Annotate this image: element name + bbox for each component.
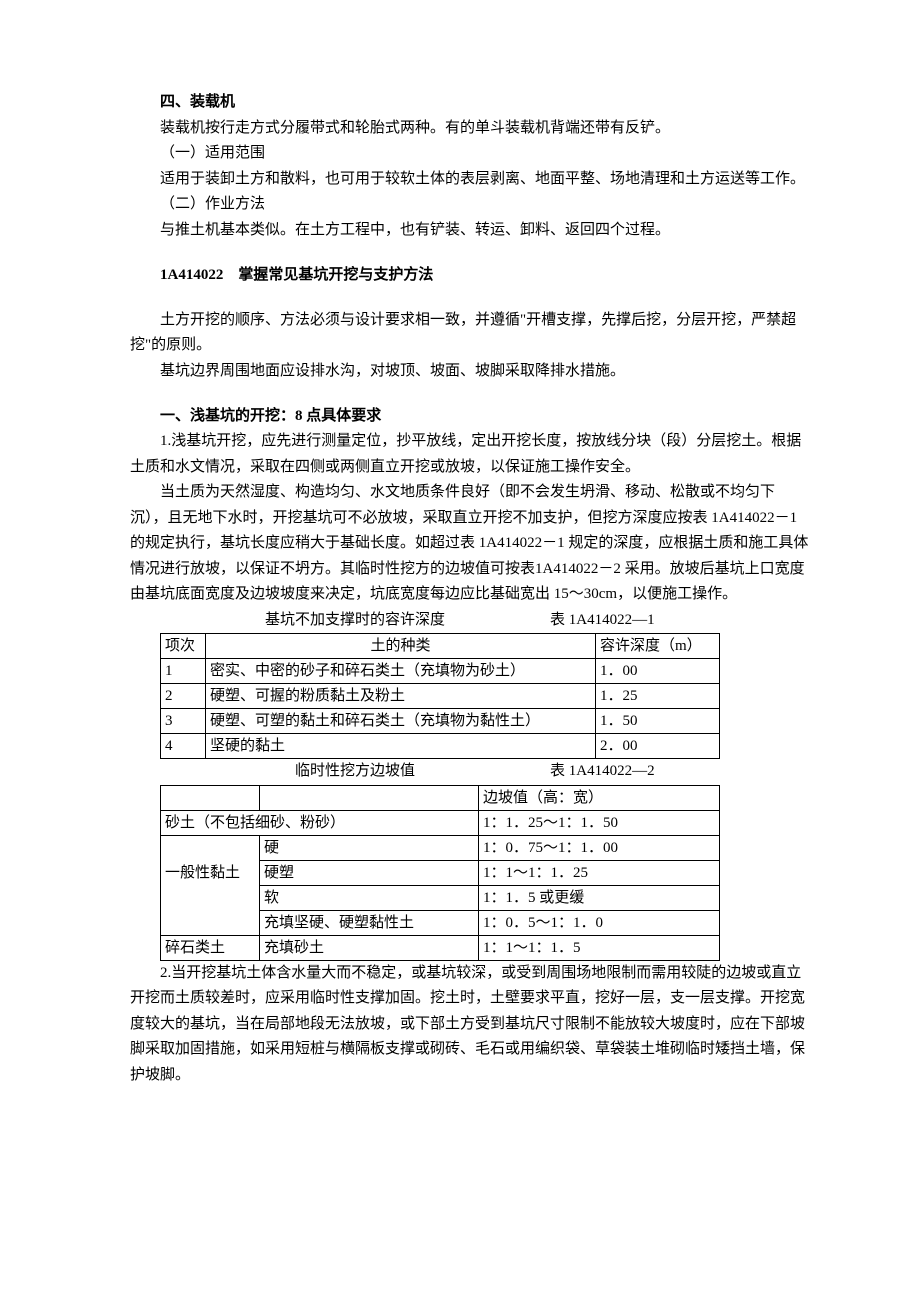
table2-h-blank2 xyxy=(260,785,479,810)
table-row: 4 坚硬的黏土 2．00 xyxy=(161,734,720,759)
table-row: 一般性黏土 硬塑 1：1～1：1．25 xyxy=(161,860,720,885)
sec4-p2: （一）适用范围 xyxy=(130,141,810,167)
table1-h-c2: 土的种类 xyxy=(206,634,596,659)
table-row: 1 密实、中密的砂子和碎石类土（充填物为砂土） 1．00 xyxy=(161,659,720,684)
sec1a-p2: 基坑边界周围地面应设排水沟，对坡顶、坡面、坡脚采取降排水措施。 xyxy=(130,359,810,385)
table1-r2c2: 硬塑、可塑的黏土和碎石类土（充填物为黏性土） xyxy=(206,709,596,734)
table1-r0c1: 1 xyxy=(161,659,206,684)
heading-shallow-pit: 一、浅基坑的开挖：8 点具体要求 xyxy=(130,404,810,430)
table1-r3c2: 坚硬的黏土 xyxy=(206,734,596,759)
table2-r3c2: 软 xyxy=(260,885,479,910)
table2-r0c1: 砂土（不包括细砂、粉砂） xyxy=(161,810,479,835)
table2-r2c3: 1：1～1：1．25 xyxy=(479,860,720,885)
table1-caption-ref: 表 1A414022—1 xyxy=(550,608,720,634)
table2-r2c1: 一般性黏土 xyxy=(161,860,260,885)
table1-r0c2: 密实、中密的砂子和碎石类土（充填物为砂土） xyxy=(206,659,596,684)
heading-1a414022: 1A414022 掌握常见基坑开挖与支护方法 xyxy=(130,263,810,289)
table2-r5c2: 充填砂土 xyxy=(260,935,479,960)
heading-sec4: 四、装载机 xyxy=(130,90,810,116)
shallow-p3: 2.当开挖基坑土体含水量大而不稳定，或基坑较深，或受到周围场地限制而需用较陡的边… xyxy=(130,961,810,1089)
sec4-p4: （二）作业方法 xyxy=(130,192,810,218)
sec4-p3: 适用于装卸土方和散料，也可用于较软土体的表层剥离、地面平整、场地清理和土方运送等… xyxy=(130,167,810,193)
table1-r1c1: 2 xyxy=(161,684,206,709)
table1-r3c1: 4 xyxy=(161,734,206,759)
table2: 边坡值（高：宽） 砂土（不包括细砂、粉砂） 1：1．25～1：1．50 硬 1：… xyxy=(160,785,720,961)
table1-header-row: 项次 土的种类 容许深度（m） xyxy=(161,634,720,659)
table2-caption-title: 临时性挖方边坡值 xyxy=(160,759,550,785)
table-row: 硬 1：0．75～1：1．00 xyxy=(161,835,720,860)
table2-header-row: 边坡值（高：宽） xyxy=(161,785,720,810)
table1-h-c3: 容许深度（m） xyxy=(596,634,720,659)
table1-r1c2: 硬塑、可握的粉质黏土及粉土 xyxy=(206,684,596,709)
table2-r5c3: 1：1～1：1．5 xyxy=(479,935,720,960)
shallow-p2: 当土质为天然湿度、构造均匀、水文地质条件良好（即不会发生坍滑、移动、松散或不均匀… xyxy=(130,480,810,608)
sec4-p1: 装载机按行走方式分履带式和轮胎式两种。有的单斗装载机背端还带有反铲。 xyxy=(130,116,810,142)
table1-r2c1: 3 xyxy=(161,709,206,734)
table1-caption: 基坑不加支撑时的容许深度 表 1A414022—1 xyxy=(160,608,720,634)
table2-r1c2: 硬 xyxy=(260,835,479,860)
table-row: 砂土（不包括细砂、粉砂） 1：1．25～1：1．50 xyxy=(161,810,720,835)
table-row: 2 硬塑、可握的粉质黏土及粉土 1．25 xyxy=(161,684,720,709)
table1-r3c3: 2．00 xyxy=(596,734,720,759)
table2-caption: 临时性挖方边坡值 表 1A414022—2 xyxy=(160,759,720,785)
table1-caption-title: 基坑不加支撑时的容许深度 xyxy=(160,608,550,634)
table-row: 充填坚硬、硬塑黏性土 1：0．5～1：1．0 xyxy=(161,910,720,935)
table-row: 软 1：1．5 或更缓 xyxy=(161,885,720,910)
table2-r1c3: 1：0．75～1：1．00 xyxy=(479,835,720,860)
table1-r2c3: 1．50 xyxy=(596,709,720,734)
table2-r3c1 xyxy=(161,885,260,910)
table1: 项次 土的种类 容许深度（m） 1 密实、中密的砂子和碎石类土（充填物为砂土） … xyxy=(160,633,720,759)
table2-r1c1 xyxy=(161,835,260,860)
table2-r4c2: 充填坚硬、硬塑黏性土 xyxy=(260,910,479,935)
table2-caption-ref: 表 1A414022—2 xyxy=(550,759,720,785)
table1-r0c3: 1．00 xyxy=(596,659,720,684)
sec4-p5: 与推土机基本类似。在土方工程中，也有铲装、转运、卸料、返回四个过程。 xyxy=(130,218,810,244)
table2-r4c1 xyxy=(161,910,260,935)
sec1a-p1: 土方开挖的顺序、方法必须与设计要求相一致，并遵循"开槽支撑，先撑后挖，分层开挖，… xyxy=(130,308,810,359)
table1-h-c1: 项次 xyxy=(161,634,206,659)
table2-h-c3: 边坡值（高：宽） xyxy=(479,785,720,810)
table1-r1c3: 1．25 xyxy=(596,684,720,709)
table2-r2c2: 硬塑 xyxy=(260,860,479,885)
table2-r3c3: 1：1．5 或更缓 xyxy=(479,885,720,910)
table2-r4c3: 1：0．5～1：1．0 xyxy=(479,910,720,935)
table2-r0c3: 1：1．25～1：1．50 xyxy=(479,810,720,835)
table-row: 3 硬塑、可塑的黏土和碎石类土（充填物为黏性土） 1．50 xyxy=(161,709,720,734)
table2-r5c1: 碎石类土 xyxy=(161,935,260,960)
shallow-p1: 1.浅基坑开挖，应先进行测量定位，抄平放线，定出开挖长度，按放线分块（段）分层挖… xyxy=(130,429,810,480)
table-row: 碎石类土 充填砂土 1：1～1：1．5 xyxy=(161,935,720,960)
table2-h-blank1 xyxy=(161,785,260,810)
